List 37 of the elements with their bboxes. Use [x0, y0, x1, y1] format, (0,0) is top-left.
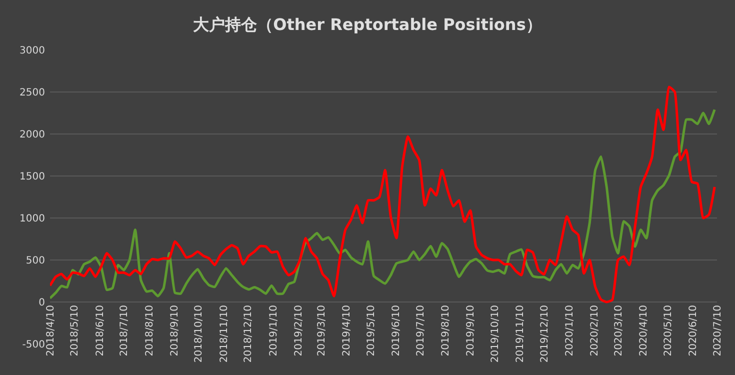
y-tick-label: 0 [38, 298, 45, 308]
x-tick-label: 2020/2/10 [590, 305, 601, 356]
x-tick-label: 2020/7/10 [712, 305, 724, 356]
y-tick-label: 1000 [20, 214, 45, 224]
y-tick-label: 500 [26, 256, 45, 266]
x-tick-label: 2019/11/10 [515, 305, 526, 363]
x-tick-label: 2020/6/10 [688, 305, 699, 356]
x-tick-label: 2019/4/10 [341, 305, 352, 356]
x-tick-label: 2018/10/10 [194, 305, 205, 363]
x-tick-label: 2019/9/10 [466, 305, 477, 356]
x-tick-label: 2018/12/10 [243, 305, 254, 363]
y-tick-label: 1500 [20, 172, 45, 182]
x-tick-label: 2019/10/10 [490, 305, 501, 363]
y-tick-label: -500 [22, 340, 45, 350]
x-tick-label: 2019/7/10 [415, 305, 426, 356]
y-tick-label: 2500 [20, 88, 45, 98]
x-tick-label: 2020/4/10 [638, 305, 650, 356]
chart-title: 大户持仓（Other Reptortable Positions） [193, 14, 542, 34]
x-tick-label: 2020/1/10 [564, 305, 576, 356]
x-tick-label: 2018/9/10 [169, 305, 180, 356]
x-tick-label: 2019/1/10 [268, 305, 280, 356]
x-tick-label: 2020/5/10 [662, 305, 674, 356]
x-tick-label: 2019/12/10 [539, 305, 550, 363]
x-tick-label: 2018/11/10 [218, 305, 230, 363]
x-tick-label: 2019/5/10 [366, 305, 377, 356]
x-tick-label: 2019/3/10 [316, 305, 328, 356]
x-tick-label: 2018/4/10 [45, 305, 56, 356]
x-tick-label: 2018/5/10 [70, 305, 81, 356]
y-tick-label: 2000 [20, 130, 45, 140]
x-tick-label: 2018/8/10 [144, 305, 156, 356]
y-tick-label: 3000 [20, 46, 45, 56]
x-tick-label: 2019/6/10 [390, 305, 402, 356]
x-tick-label: 2019/2/10 [294, 305, 305, 356]
x-tick-label: 2018/6/10 [94, 305, 106, 356]
x-tick-label: 2019/8/10 [440, 305, 452, 356]
x-tick-label: 2020/3/10 [613, 305, 624, 356]
x-tick-label: 2018/7/10 [119, 305, 130, 356]
